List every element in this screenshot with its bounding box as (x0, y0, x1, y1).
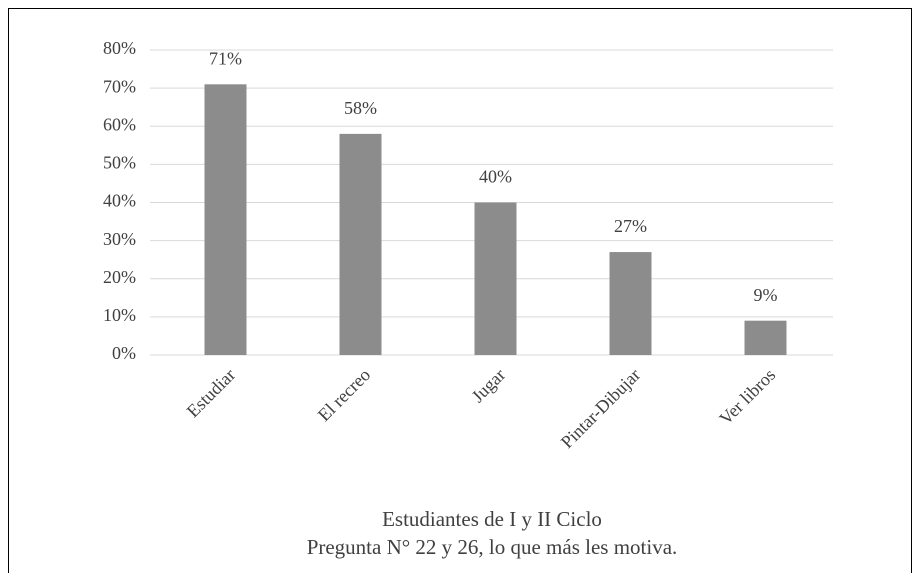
data-label: 27% (614, 216, 647, 236)
y-tick-label: 20% (103, 267, 136, 287)
bar (474, 202, 517, 355)
y-tick-label: 40% (103, 191, 136, 211)
y-tick-label: 50% (103, 153, 136, 173)
y-tick-label: 80% (103, 38, 136, 58)
y-tick-label: 30% (103, 229, 136, 249)
y-tick-label: 60% (103, 114, 136, 134)
y-tick-label: 0% (112, 343, 136, 363)
bar (609, 252, 652, 355)
bar (339, 133, 382, 355)
chart-subtitle: Pregunta N° 22 y 26, lo que más les moti… (307, 535, 678, 559)
y-tick-label: 10% (103, 305, 136, 325)
bar (204, 84, 247, 355)
chart-border (8, 8, 912, 573)
bar (744, 320, 787, 355)
data-label: 40% (479, 167, 512, 187)
data-label: 9% (754, 285, 778, 305)
data-label: 58% (344, 98, 377, 118)
data-label: 71% (209, 48, 242, 68)
y-tick-label: 70% (103, 76, 136, 96)
chart-title: Estudiantes de I y II Ciclo (382, 507, 602, 531)
